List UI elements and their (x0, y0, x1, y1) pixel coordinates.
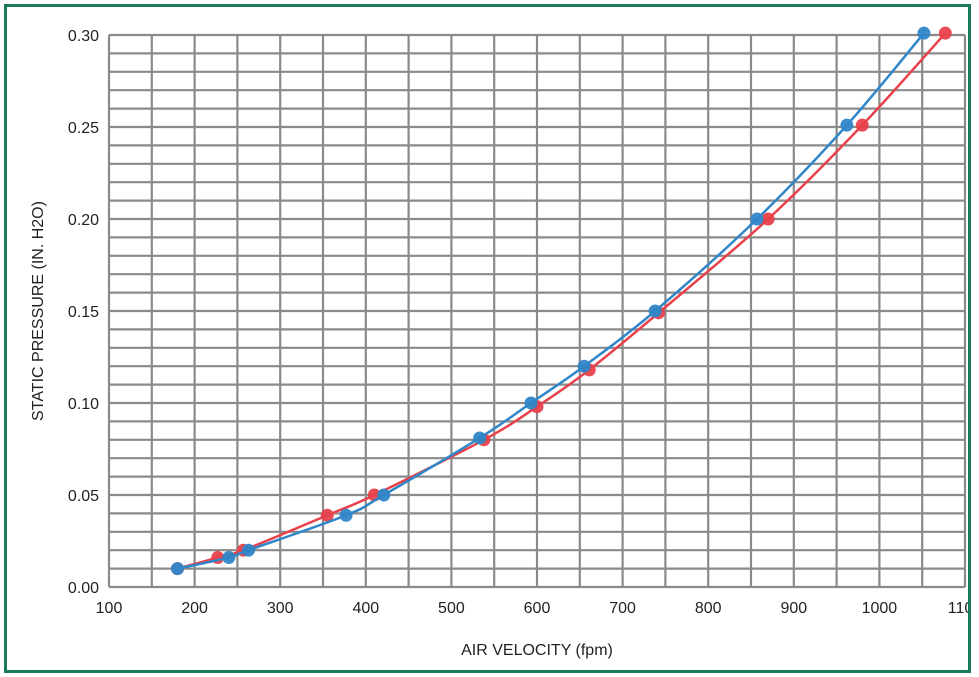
chart: 100 200 300 400 500 600 700 800 900 1000 1100 0.00 0… (30, 26, 968, 659)
x-tick-label: 1100 (948, 600, 968, 617)
data-point (377, 488, 391, 502)
x-tick-label: 900 (780, 600, 807, 617)
data-point (750, 212, 764, 226)
data-point (840, 118, 854, 132)
data-point (648, 304, 662, 318)
y-tick-label: 0.30 (68, 28, 99, 45)
x-tick-label: 300 (267, 600, 294, 617)
x-tick-label: 1000 (862, 600, 898, 617)
y-tick-label: 0.10 (68, 396, 99, 413)
series-2 (170, 26, 931, 576)
data-point (170, 562, 184, 576)
data-point (917, 26, 931, 40)
data-point (320, 508, 334, 522)
x-tick-label: 600 (524, 600, 551, 617)
chart-frame: 100 200 300 400 500 600 700 800 900 1000 1100 0.00 0… (4, 4, 971, 673)
data-series (170, 26, 952, 576)
data-point (473, 431, 487, 445)
y-tick-label: 0.15 (68, 304, 99, 321)
data-point (855, 118, 869, 132)
data-point (242, 543, 256, 557)
x-tick-label: 500 (438, 600, 465, 617)
x-tick-label: 100 (96, 600, 123, 617)
x-tick-label: 800 (695, 600, 722, 617)
x-tick-label: 400 (352, 600, 379, 617)
data-point (524, 396, 538, 410)
grid (107, 33, 967, 589)
tick-labels: 100 200 300 400 500 600 700 800 900 1000 1100 0.00 0… (68, 28, 968, 617)
data-point (222, 551, 236, 565)
y-tick-label: 0.00 (68, 580, 99, 597)
data-point (761, 212, 775, 226)
data-point (938, 26, 952, 40)
y-tick-label: 0.20 (68, 212, 99, 229)
x-tick-label: 700 (609, 600, 636, 617)
y-tick-label: 0.25 (68, 120, 99, 137)
x-axis-title: AIR VELOCITY (fpm) (461, 642, 613, 659)
data-point (577, 359, 591, 373)
y-axis-title: STATIC PRESSURE (IN. H2O) (30, 201, 47, 421)
y-tick-label: 0.05 (68, 488, 99, 505)
x-tick-label: 200 (181, 600, 208, 617)
data-point (339, 508, 353, 522)
